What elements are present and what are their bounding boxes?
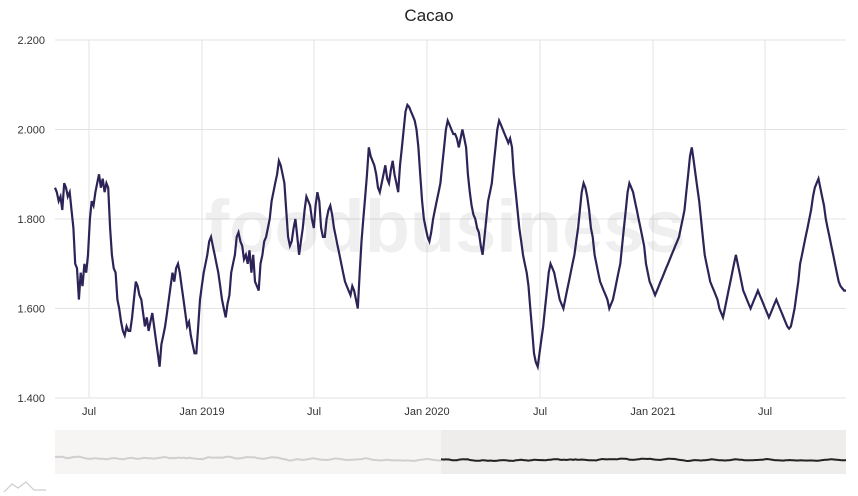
x-tick-label: Jul	[758, 406, 772, 418]
x-tick-label: Jul	[307, 406, 321, 418]
x-tick-label: Jan 2020	[404, 406, 449, 418]
x-tick-label: Jan 2021	[630, 406, 675, 418]
y-tick-label: 1.400	[17, 393, 45, 405]
y-tick-label: 1.600	[17, 304, 45, 316]
y-tick-label: 2.200	[17, 35, 45, 47]
series-line	[53, 102, 846, 371]
navigator-line-selected	[441, 457, 846, 463]
y-axis: 1.400 1.600 1.800 2.000 2.200	[17, 35, 45, 405]
watermark: foodbusiness	[204, 185, 685, 268]
y-tick-label: 1.800	[17, 214, 45, 226]
y-tick-label: 2.000	[17, 125, 45, 137]
navigator[interactable]	[54, 430, 846, 474]
x-tick-label: Jul	[82, 406, 96, 418]
mini-logo-icon	[3, 481, 46, 493]
chart-title: Cacao	[404, 6, 453, 25]
x-axis: Jul Jan 2019 Jul Jan 2020 Jul Jan 2021 Jul	[82, 406, 772, 418]
navigator-selected-range[interactable]	[441, 430, 846, 474]
x-tick-label: Jan 2019	[179, 406, 224, 418]
navigator-line	[54, 455, 441, 462]
x-tick-label: Jul	[533, 406, 547, 418]
